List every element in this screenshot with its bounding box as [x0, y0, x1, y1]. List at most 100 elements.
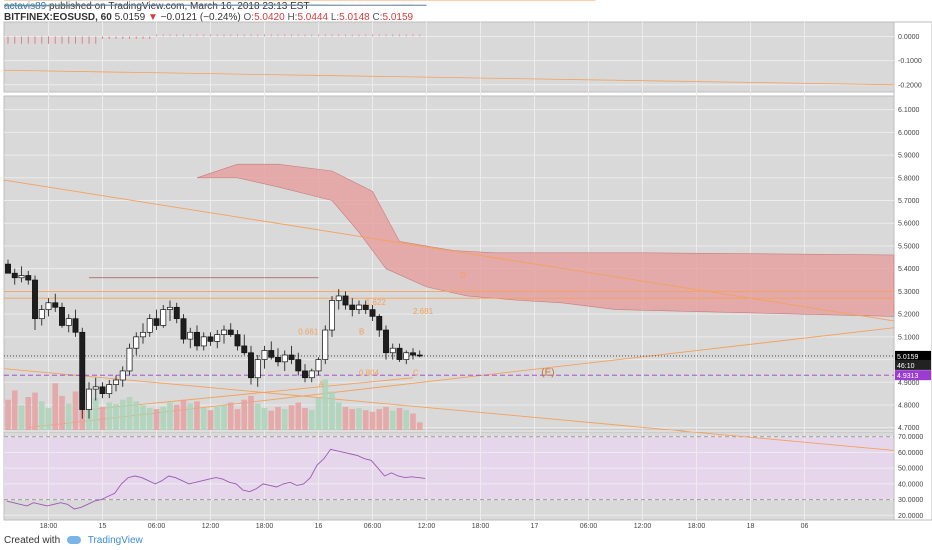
- volume-bar: [126, 397, 133, 430]
- wave-annotation: D: [460, 271, 466, 280]
- volume-bar: [281, 409, 288, 430]
- candle-down: [32, 279, 38, 320]
- last-price: 5.0159: [114, 12, 146, 23]
- volume-bar: [92, 398, 99, 430]
- volume-bar: [113, 404, 119, 430]
- price-tick-label: 5.4000: [898, 266, 920, 273]
- support-price-tag-bg: [895, 370, 931, 381]
- wave-annotation: 0.661: [298, 328, 319, 337]
- volume-bar: [248, 395, 254, 430]
- price-tick-label: 5.7000: [898, 198, 920, 205]
- price-tick-label: 5.1000: [898, 334, 920, 341]
- x-tick-label: 12:00: [418, 523, 436, 530]
- wave-annotation: (E): [541, 367, 554, 378]
- wave-annotation: 1.622: [366, 298, 387, 307]
- volume-bar: [167, 402, 173, 430]
- volume-bar: [173, 404, 180, 430]
- volume-bar: [302, 408, 308, 430]
- price-tick-label: 5.6000: [898, 221, 920, 228]
- author-link[interactable]: actavis89: [4, 1, 47, 12]
- candle-up: [356, 304, 362, 310]
- x-tick-label: 18:00: [256, 523, 274, 530]
- ichimoku-cloud: [196, 163, 895, 317]
- candle-up: [281, 354, 288, 363]
- volume-bar: [349, 409, 356, 430]
- volume-bar: [99, 406, 106, 430]
- tradingview-brand[interactable]: TradingView: [87, 535, 143, 546]
- conversion-line: [3, 4, 427, 7]
- volume-bar: [295, 402, 302, 430]
- volume-bar: [72, 391, 79, 430]
- volume-bar: [376, 409, 383, 430]
- candle-down: [52, 302, 59, 308]
- volume-bar: [59, 395, 65, 430]
- symbol-label: BITFINEX:EOSUSD, 60: [4, 12, 112, 23]
- volume-bar: [241, 399, 248, 430]
- candle-down: [275, 356, 281, 363]
- volume-bar: [227, 402, 234, 430]
- down-arrow-icon: ▼: [147, 12, 158, 23]
- volume-bar: [261, 408, 268, 430]
- candle-up: [335, 295, 342, 301]
- volume-bar: [180, 399, 187, 430]
- wave-annotation: C: [413, 368, 419, 377]
- price-tick-label: 5.2000: [898, 312, 920, 319]
- volume-bar: [403, 410, 410, 430]
- candle-up: [308, 370, 315, 379]
- wave-annotation: 0.804: [359, 368, 380, 377]
- candle-down: [173, 306, 180, 320]
- volume-bar: [329, 391, 335, 430]
- volume-bar: [335, 402, 342, 430]
- volume-bar: [38, 401, 45, 430]
- volume-bar: [416, 422, 423, 430]
- osc-tick-label: 0.0000: [898, 34, 920, 41]
- candle-up: [389, 347, 396, 354]
- volume-bar: [315, 398, 322, 430]
- candle-down: [153, 318, 160, 326]
- x-tick-label: 18:00: [688, 523, 706, 530]
- volume-bar: [322, 379, 329, 430]
- x-tick-label: 06:00: [580, 523, 598, 530]
- candle-up: [261, 350, 268, 360]
- volume-bar: [32, 392, 38, 430]
- trend-line: [3, 368, 895, 451]
- candle-up: [18, 275, 25, 279]
- trend-line: [3, 179, 895, 322]
- close-group: C:5.0159: [372, 12, 414, 23]
- x-tick-label: 18:00: [40, 523, 58, 530]
- candle-down: [5, 263, 11, 274]
- candle-down: [288, 354, 295, 360]
- candle-up: [38, 309, 45, 320]
- volume-bar: [369, 411, 376, 430]
- volume-bar: [45, 408, 52, 430]
- volume-bar: [160, 406, 167, 430]
- volume-bar: [221, 405, 227, 430]
- volume-bar: [410, 413, 416, 430]
- volume-bar: [389, 410, 396, 430]
- candle-up: [113, 379, 119, 385]
- candle-up: [65, 318, 72, 326]
- candle-up: [254, 359, 261, 379]
- pane-osc: [3, 21, 895, 93]
- volume-bar: [140, 405, 146, 430]
- volume-bar: [383, 406, 389, 430]
- candle-down: [79, 331, 86, 410]
- volume-bar: [342, 406, 349, 430]
- volume-bar: [52, 383, 59, 430]
- volume-bar: [288, 405, 295, 430]
- volume-bar: [356, 408, 362, 430]
- low-group: L:5.0148: [330, 12, 370, 23]
- wave-annotation: 2.681: [413, 307, 434, 316]
- candle-up: [140, 331, 146, 338]
- volume-bar: [254, 403, 261, 430]
- created-with-text: Created with: [4, 535, 61, 546]
- volume-bar: [200, 408, 207, 430]
- candle-down: [383, 329, 389, 354]
- osc-trend-line: [3, 69, 895, 86]
- candle-up: [403, 352, 410, 360]
- osc-tick-label: -0.2000: [898, 82, 922, 89]
- candle-down: [410, 352, 416, 356]
- publish-line: actavis89 published on TradingView.com, …: [4, 1, 310, 12]
- volume-bar: [106, 402, 113, 430]
